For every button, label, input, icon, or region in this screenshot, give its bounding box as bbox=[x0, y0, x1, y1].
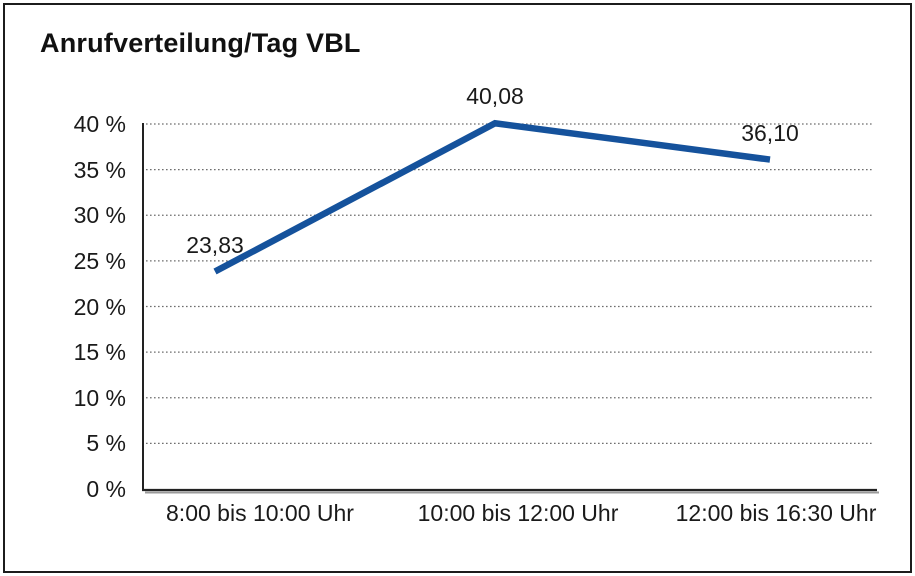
y-tick-label-35: 35 % bbox=[73, 156, 126, 183]
series-line bbox=[213, 119, 771, 275]
y-tick-label-30: 30 % bbox=[73, 202, 126, 229]
y-tick-label-25: 25 % bbox=[73, 247, 126, 274]
y-tick-label-20: 20 % bbox=[73, 293, 126, 320]
chart-title: Anrufverteilung/Tag VBL bbox=[40, 28, 361, 58]
data-point-label-2: 36,10 bbox=[741, 119, 799, 146]
x-category-label-1: 10:00 bis 12:00 Uhr bbox=[417, 500, 619, 526]
data-point-label-0: 23,83 bbox=[186, 231, 244, 258]
y-tick-label-15: 15 % bbox=[73, 339, 126, 366]
y-tick-label-0: 0 % bbox=[86, 476, 126, 502]
x-category-label-2: 12:00 bis 16:30 Uhr bbox=[675, 500, 877, 526]
x-category-label-0: 8:00 bis 10:00 Uhr bbox=[166, 500, 354, 526]
y-tick-label-10: 10 % bbox=[73, 384, 126, 411]
data-point-label-1: 40,08 bbox=[466, 83, 524, 110]
y-tick-label-40: 40 % bbox=[73, 111, 126, 137]
y-tick-label-5: 5 % bbox=[86, 430, 126, 457]
